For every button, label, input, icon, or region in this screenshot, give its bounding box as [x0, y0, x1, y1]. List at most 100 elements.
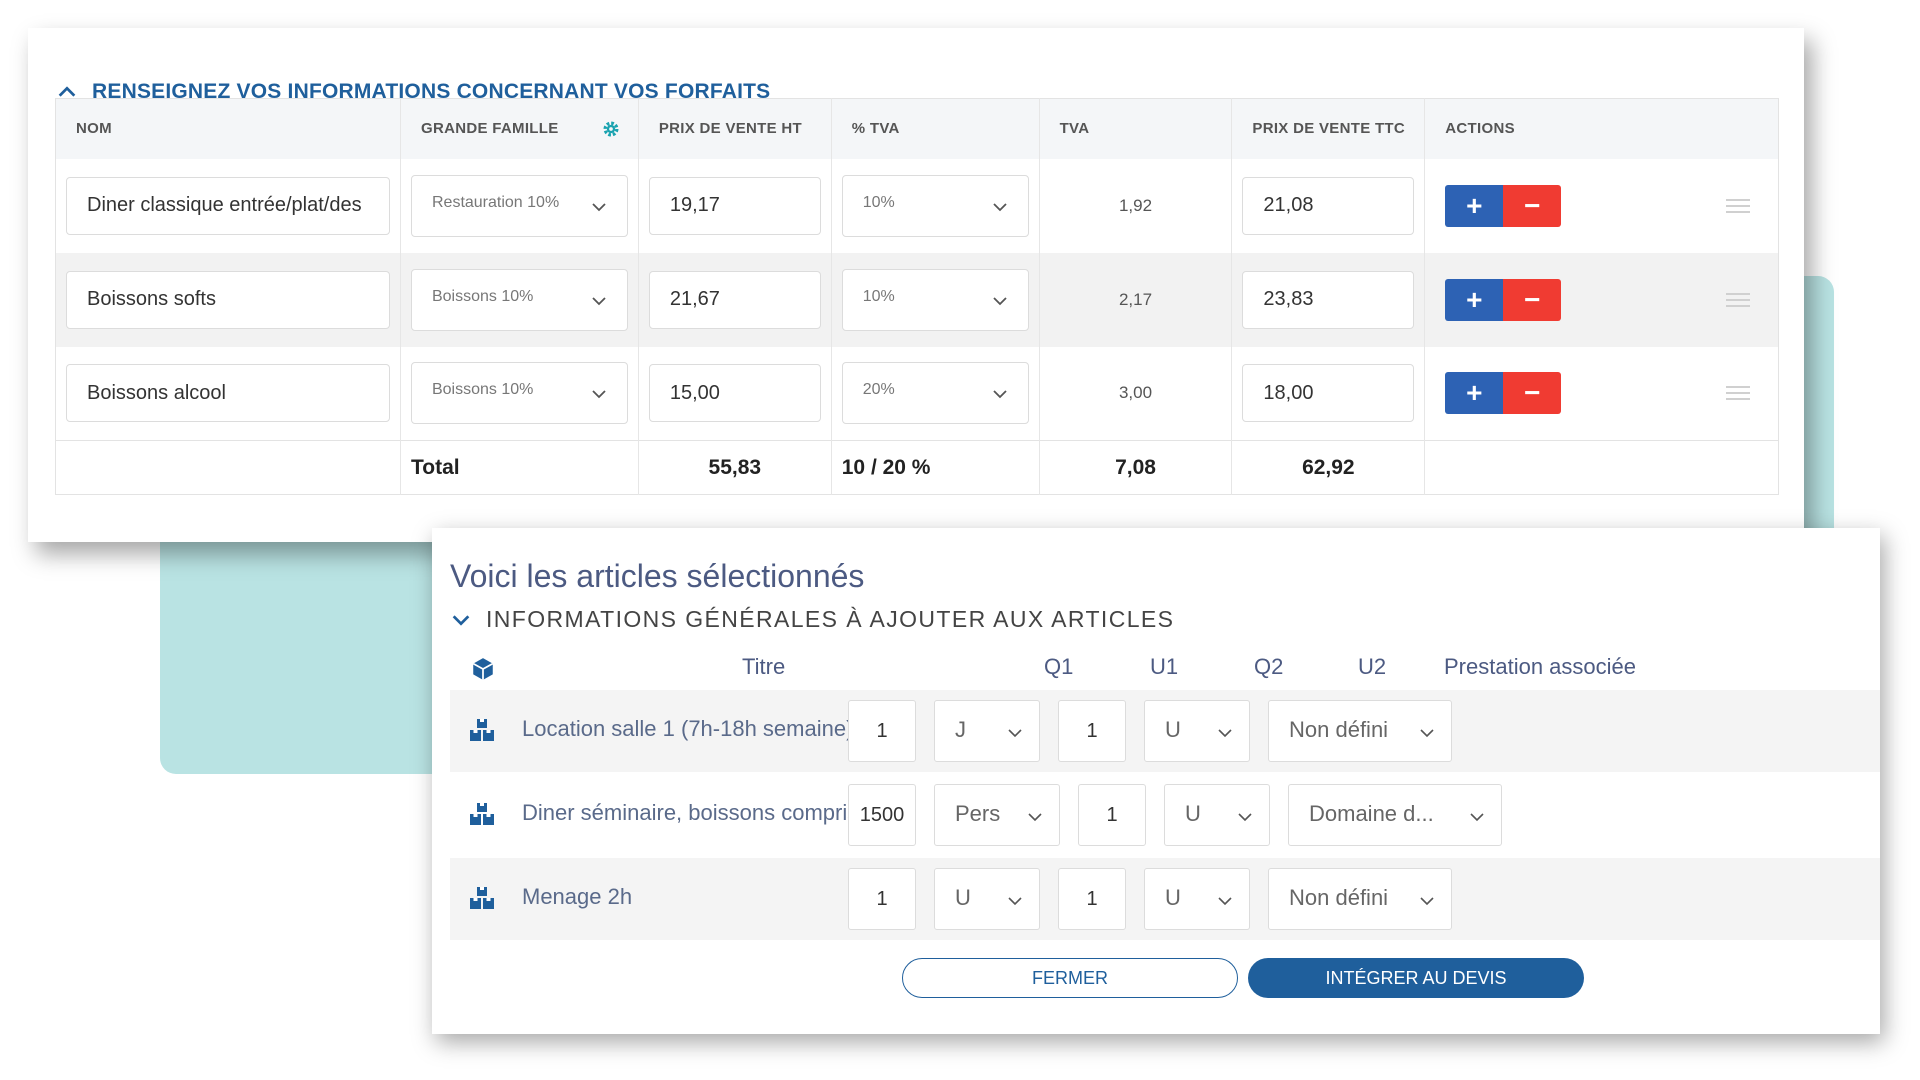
article-title: Menage 2h — [522, 884, 633, 909]
col-header-q2: Q2 — [1254, 654, 1284, 679]
nom-input[interactable]: Boissons alcool — [66, 364, 390, 423]
chevron-down-icon — [992, 202, 1007, 211]
remove-row-button[interactable]: − — [1503, 372, 1562, 415]
list-item: Diner séminaire, boissons comprises 1500… — [450, 774, 1880, 856]
actions-cell: + − — [1425, 159, 1779, 253]
table-row: Diner classique entrée/plat/des Restaura… — [55, 158, 1779, 253]
integrer-au-devis-button[interactable]: INTÉGRER AU DEVIS — [1248, 958, 1584, 998]
col-header-tva: TVA — [1039, 98, 1233, 159]
u1-select[interactable]: J — [934, 700, 1040, 762]
famille-select[interactable]: Restauration 10% — [410, 174, 628, 237]
q2-input[interactable]: 1 — [1078, 784, 1146, 846]
add-row-button[interactable]: + — [1445, 184, 1504, 227]
nom-input[interactable]: Diner classique entrée/plat/des — [66, 176, 390, 235]
total-prix-ttc: 62,92 — [1231, 440, 1426, 495]
pct-tva-select[interactable]: 10% — [841, 174, 1029, 237]
list-item: Menage 2h 1 U 1 U Non défini — [450, 858, 1880, 940]
general-info-label: INFORMATIONS GÉNÉRALES À AJOUTER AUX ART… — [486, 606, 1175, 632]
col-header-famille: GRANDE FAMILLE — [400, 98, 639, 159]
add-row-button[interactable]: + — [1445, 372, 1504, 415]
remove-row-button[interactable]: − — [1503, 184, 1562, 227]
pct-tva-select[interactable]: 20% — [841, 362, 1029, 425]
chevron-down-icon — [1238, 813, 1252, 822]
col-header-u1: U1 — [1150, 654, 1179, 679]
forfaits-title: RENSEIGNEZ VOS INFORMATIONS CONCERNANT V… — [92, 80, 771, 103]
chevron-down-icon — [1028, 813, 1042, 822]
col-header-u2: U2 — [1358, 654, 1387, 679]
drag-handle-icon[interactable] — [1726, 198, 1750, 213]
list-item: Location salle 1 (7h-18h semaine) 1 J 1 … — [450, 690, 1880, 772]
actions-cell: + − — [1424, 252, 1779, 347]
prix-ttc-input[interactable]: 18,00 — [1242, 364, 1415, 423]
article-title: Diner séminaire, boissons comprises — [522, 800, 882, 825]
chevron-down-icon — [1008, 729, 1022, 738]
prix-ht-input[interactable]: 21,67 — [648, 270, 821, 329]
total-label: Total — [400, 440, 639, 495]
col-header-prestation: Prestation associée — [1444, 654, 1636, 679]
u2-select[interactable]: U — [1144, 868, 1250, 930]
prix-ttc-input[interactable]: 21,08 — [1242, 176, 1415, 235]
chevron-down-icon — [592, 296, 606, 305]
table-row: Boissons softs Boissons 10% 21,67 10% 2,… — [55, 252, 1779, 347]
u1-select[interactable]: Pers — [934, 784, 1060, 846]
col-header-q1: Q1 — [1044, 654, 1074, 679]
cube-icon — [472, 658, 494, 680]
chevron-down-icon — [1218, 729, 1232, 738]
forfaits-panel: RENSEIGNEZ VOS INFORMATIONS CONCERNANT V… — [28, 28, 1804, 542]
total-prix-ht: 55,83 — [638, 440, 832, 495]
boxes-icon — [470, 887, 494, 909]
q1-input[interactable]: 1 — [848, 700, 916, 762]
nom-input[interactable]: Boissons softs — [66, 270, 390, 329]
chevron-down-icon — [1420, 729, 1434, 738]
q2-input[interactable]: 1 — [1058, 700, 1126, 762]
q1-input[interactable]: 1500 — [848, 784, 916, 846]
chevron-down-icon — [992, 390, 1007, 399]
chevron-down-icon — [1008, 897, 1022, 906]
tva-value: 1,92 — [1039, 158, 1233, 253]
drag-handle-icon[interactable] — [1726, 386, 1750, 401]
u1-select[interactable]: U — [934, 868, 1040, 930]
actions-cell: + − — [1425, 347, 1779, 441]
q1-input[interactable]: 1 — [848, 868, 916, 930]
tva-value: 3,00 — [1039, 346, 1233, 441]
u2-select[interactable]: U — [1144, 700, 1250, 762]
chevron-down-icon — [452, 614, 470, 626]
chevron-up-icon — [58, 86, 76, 97]
famille-select[interactable]: Boissons 10% — [410, 268, 628, 331]
prix-ttc-input[interactable]: 23,83 — [1242, 270, 1415, 329]
articles-panel: Voici les articles sélectionnés INFORMAT… — [432, 528, 1880, 1034]
forfaits-section-toggle[interactable]: RENSEIGNEZ VOS INFORMATIONS CONCERNANT V… — [56, 80, 770, 104]
drag-handle-icon[interactable] — [1726, 292, 1750, 307]
col-header-pct-tva: % TVA — [831, 98, 1040, 159]
chevron-down-icon — [992, 296, 1007, 305]
table-row: Boissons alcool Boissons 10% 15,00 20% 3… — [55, 346, 1779, 441]
table-header-row: NOM GRANDE FAMILLE PRIX DE VENTE HT % TV… — [55, 98, 1779, 159]
col-header-nom: NOM — [55, 98, 401, 159]
prestation-select[interactable]: Non défini — [1268, 868, 1452, 930]
chevron-down-icon — [1470, 813, 1484, 822]
col-header-titre: Titre — [742, 654, 786, 679]
q2-input[interactable]: 1 — [1058, 868, 1126, 930]
forfaits-table: NOM GRANDE FAMILLE PRIX DE VENTE HT % TV… — [55, 98, 1779, 495]
tva-value: 2,17 — [1039, 252, 1233, 347]
prix-ht-input[interactable]: 19,17 — [648, 176, 821, 235]
u2-select[interactable]: U — [1164, 784, 1270, 846]
prix-ht-input[interactable]: 15,00 — [648, 364, 821, 423]
famille-select[interactable]: Boissons 10% — [410, 362, 628, 425]
remove-row-button[interactable]: − — [1503, 278, 1562, 321]
col-header-actions: ACTIONS — [1424, 98, 1779, 159]
prestation-select[interactable]: Domaine d... — [1288, 784, 1502, 846]
chevron-down-icon — [592, 390, 606, 399]
chevron-down-icon — [592, 202, 606, 211]
pct-tva-select[interactable]: 10% — [841, 268, 1029, 331]
articles-title: Voici les articles sélectionnés — [450, 558, 865, 594]
prestation-select[interactable]: Non défini — [1268, 700, 1452, 762]
col-header-prix-ttc: PRIX DE VENTE TTC — [1231, 98, 1426, 159]
add-row-button[interactable]: + — [1445, 278, 1504, 321]
fermer-button[interactable]: FERMER — [902, 958, 1238, 998]
general-info-toggle[interactable]: INFORMATIONS GÉNÉRALES À AJOUTER AUX ART… — [450, 606, 1174, 633]
col-header-prix-ht: PRIX DE VENTE HT — [638, 98, 832, 159]
articles-header: Titre Q1 U1 Q2 U2 Prestation associée — [432, 646, 1880, 686]
boxes-icon — [470, 719, 494, 741]
gear-icon[interactable] — [601, 119, 621, 139]
